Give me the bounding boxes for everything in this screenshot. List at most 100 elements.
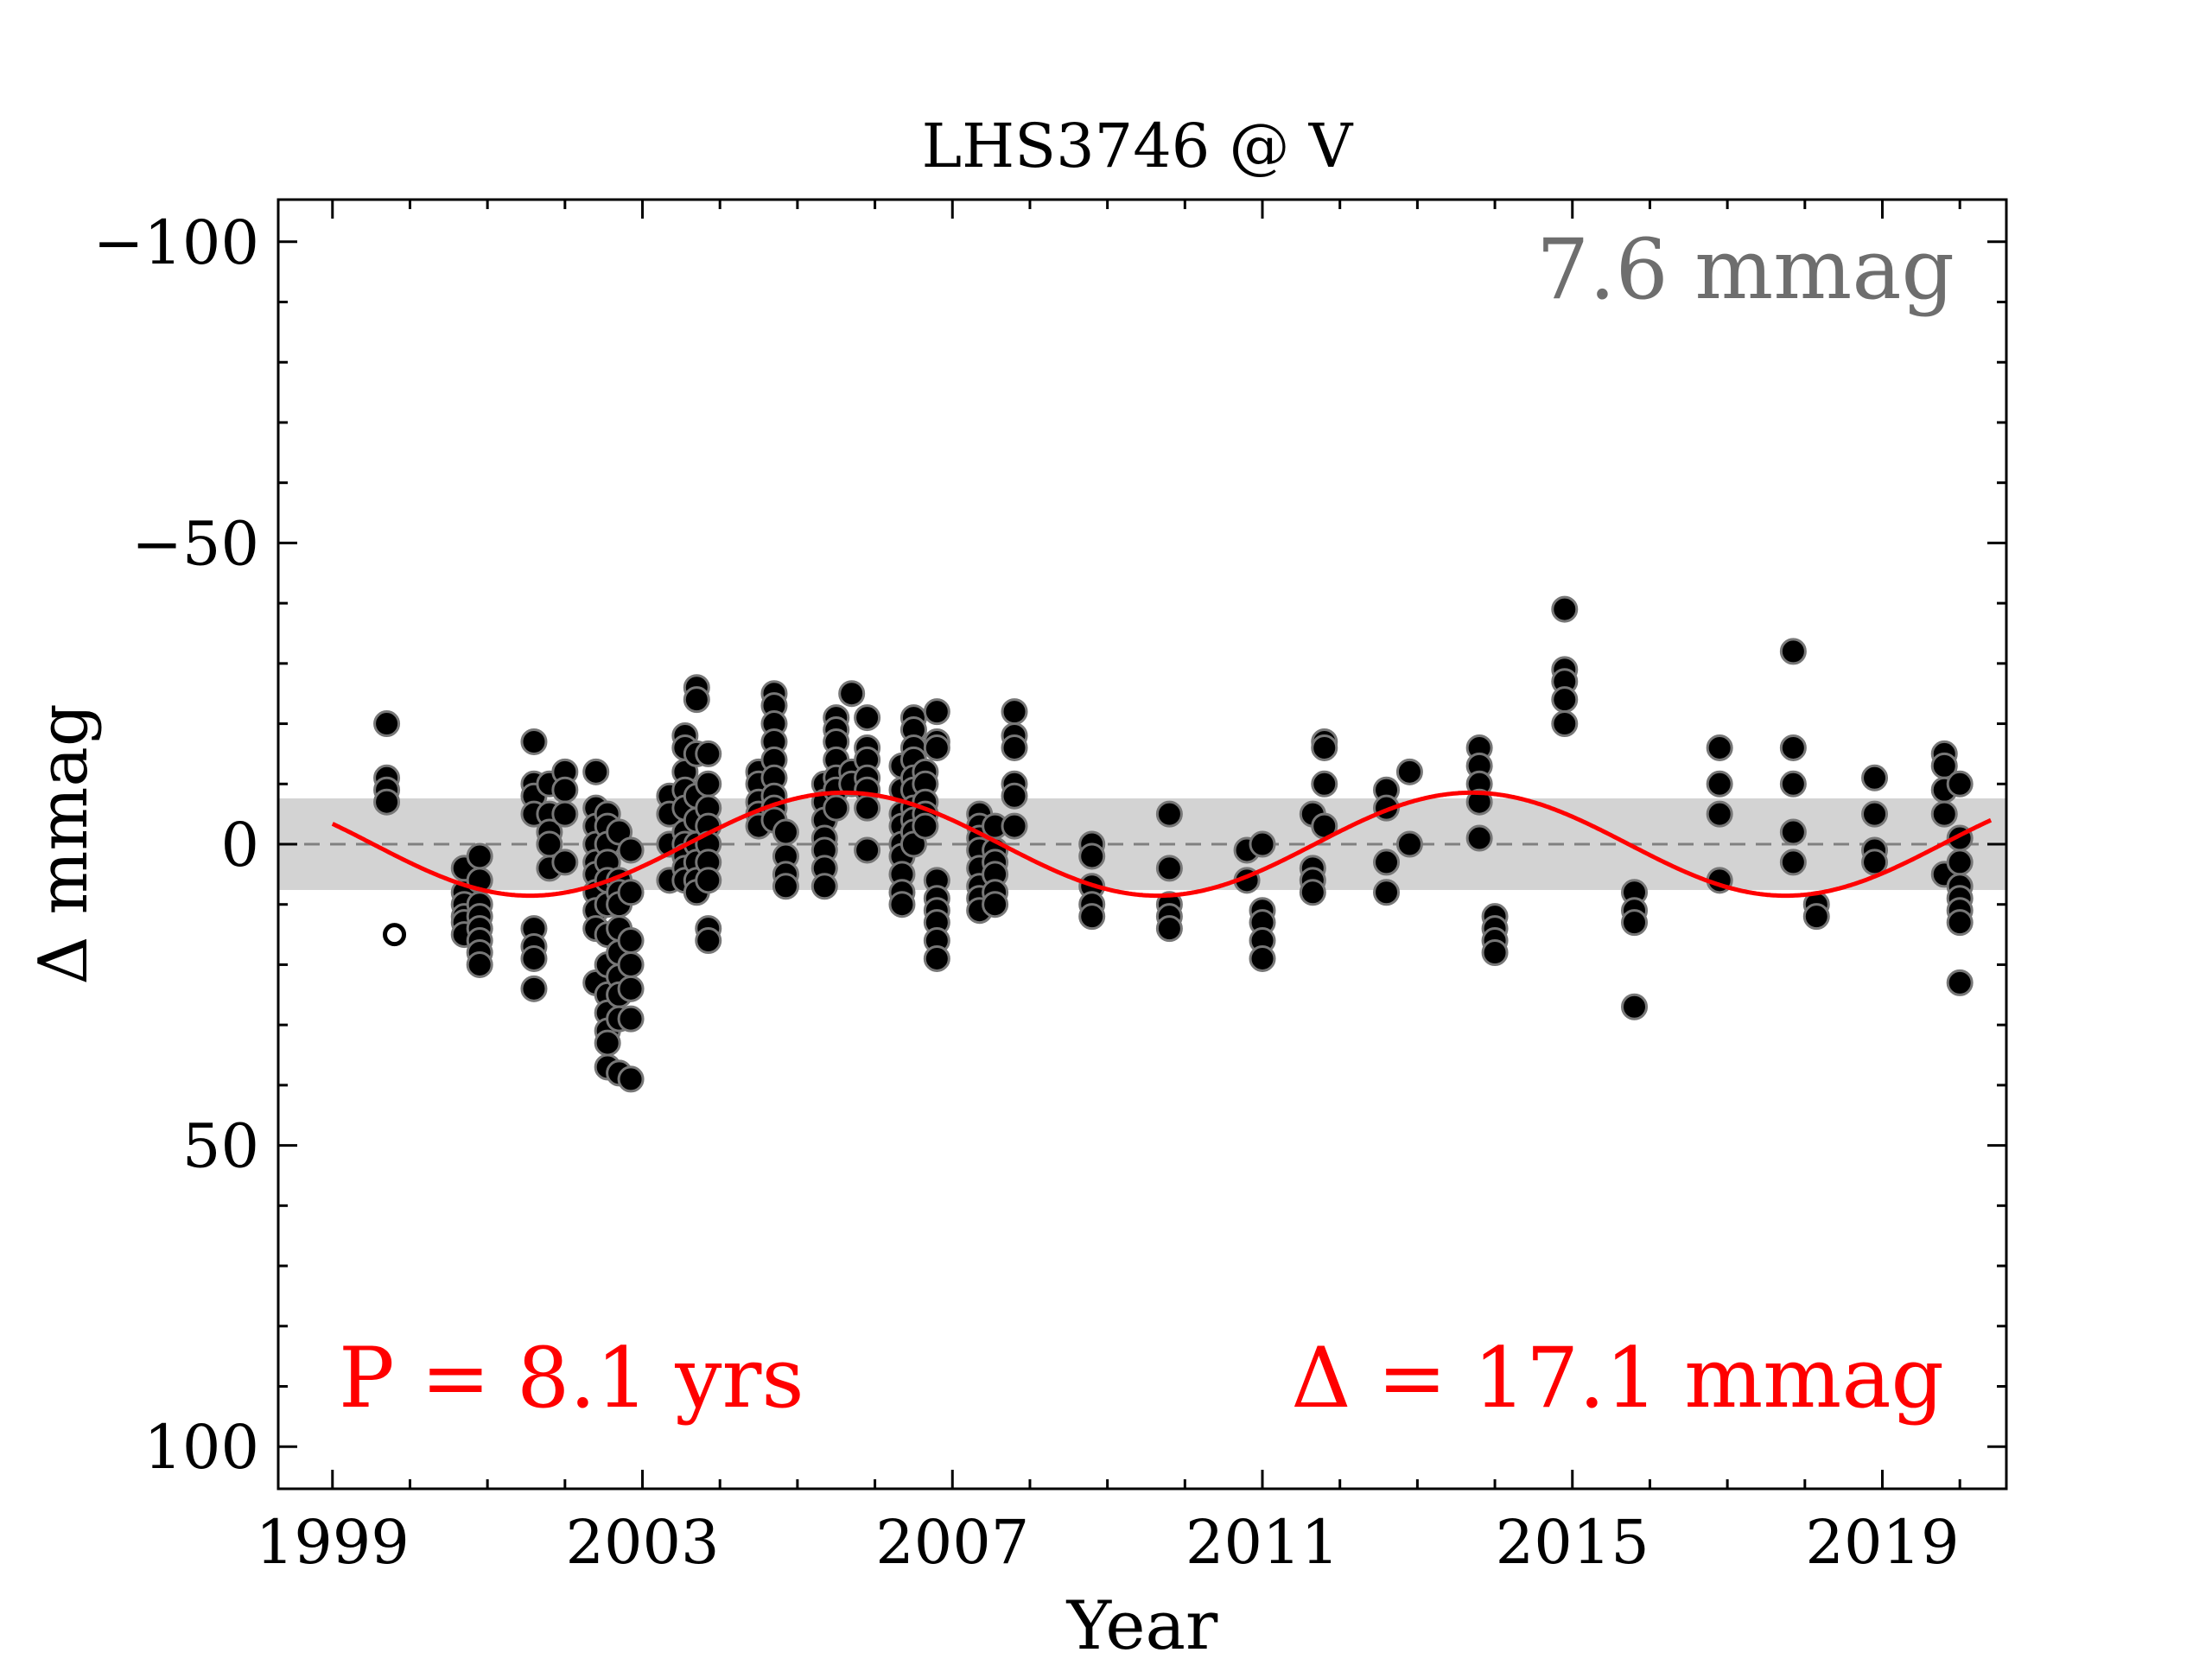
y-tick-label: 100 [143, 1412, 259, 1483]
rms-annotation: 7.6 mmag [1536, 221, 1955, 318]
data-point [617, 1065, 645, 1093]
data-point [551, 800, 579, 828]
data-point [1373, 879, 1401, 906]
data-point [1779, 770, 1807, 798]
data-point [1551, 595, 1579, 623]
data-point [520, 728, 548, 755]
data-point [695, 927, 722, 955]
data-point [1001, 782, 1028, 810]
data-point [1299, 879, 1326, 906]
data-point [617, 879, 645, 906]
data-point [923, 734, 950, 761]
data-point [1155, 855, 1183, 882]
data-point [617, 836, 645, 864]
data-point [1155, 915, 1183, 943]
data-point [1779, 849, 1807, 876]
data-point [551, 776, 579, 804]
data-point [466, 950, 493, 978]
data-point [373, 710, 401, 738]
data-point [1802, 903, 1830, 931]
sine-fit-curve [331, 790, 1993, 899]
data-point [695, 867, 722, 894]
data-point [695, 740, 722, 767]
y-axis-label: Δ mmag [25, 703, 103, 984]
data-point [982, 891, 1009, 918]
x-tick-label: 2011 [1185, 1507, 1339, 1578]
data-point [912, 812, 939, 840]
chart-title: LHS3746 @ V [922, 111, 1354, 181]
data-point [854, 704, 881, 732]
data-point [1706, 734, 1733, 761]
data-point [1249, 944, 1276, 972]
plot-area [278, 595, 2006, 1093]
data-point [810, 873, 838, 900]
data-point [617, 927, 645, 955]
data-point [1621, 909, 1649, 937]
data-point [772, 873, 799, 900]
data-point [1706, 770, 1733, 798]
data-point [838, 680, 866, 708]
y-tick-label: −100 [93, 207, 259, 278]
data-point [888, 891, 916, 918]
data-point [1551, 710, 1579, 738]
data-point [617, 975, 645, 1002]
data-point [617, 1005, 645, 1033]
x-tick-label: 2015 [1496, 1507, 1649, 1578]
data-point [582, 758, 610, 785]
data-point [1395, 830, 1423, 858]
data-point [1861, 764, 1889, 791]
x-tick-label: 2003 [565, 1507, 719, 1578]
data-point [1706, 800, 1733, 828]
data-point [1001, 698, 1028, 726]
data-point [1779, 818, 1807, 846]
data-point [1946, 770, 1974, 798]
data-point [1465, 824, 1493, 852]
data-point [823, 794, 850, 822]
y-tick-label: 50 [182, 1111, 259, 1182]
data-point [1395, 758, 1423, 785]
data-point [551, 849, 579, 876]
y-tick-label: −50 [131, 508, 259, 579]
data-point [683, 686, 710, 714]
data-point [1078, 842, 1106, 870]
data-point [854, 794, 881, 822]
x-axis-label: Year [1066, 1587, 1218, 1659]
data-point [1465, 788, 1493, 816]
data-point [854, 836, 881, 864]
data-point [1155, 800, 1183, 828]
data-point [772, 818, 799, 846]
data-point [1001, 734, 1028, 761]
plot-frame [276, 198, 2008, 1491]
data-point [594, 1029, 621, 1057]
data-point [1779, 638, 1807, 665]
x-tick-label: 2019 [1805, 1507, 1959, 1578]
data-point [1311, 734, 1338, 761]
axis-ticks: 1999 2003 2007 2011 2015 2019 −100 −50 0 50 100 [93, 200, 2006, 1578]
data-point [1001, 812, 1028, 840]
data-point [1551, 686, 1579, 714]
data-point [1861, 800, 1889, 828]
data-point [1779, 734, 1807, 761]
data-point [520, 944, 548, 972]
data-point [1481, 938, 1509, 966]
data-point [1946, 849, 1974, 876]
data-point [617, 950, 645, 978]
data-point [1373, 849, 1401, 876]
data-point [923, 944, 950, 972]
data-point [1621, 993, 1649, 1020]
data-point [373, 788, 401, 816]
data-point [466, 842, 493, 870]
data-point [695, 770, 722, 798]
data-point [1946, 909, 1974, 937]
x-tick-label: 2007 [875, 1507, 1029, 1578]
data-point [1930, 800, 1958, 828]
data-point [1078, 903, 1106, 931]
data-point [923, 698, 950, 726]
period-annotation: P = 8.1 yrs [339, 1330, 804, 1427]
x-tick-label: 1999 [256, 1507, 410, 1578]
data-point [1249, 830, 1276, 858]
amplitude-annotation: Δ = 17.1 mmag [1291, 1330, 1944, 1427]
data-point [520, 975, 548, 1002]
outlier-point [383, 923, 407, 947]
